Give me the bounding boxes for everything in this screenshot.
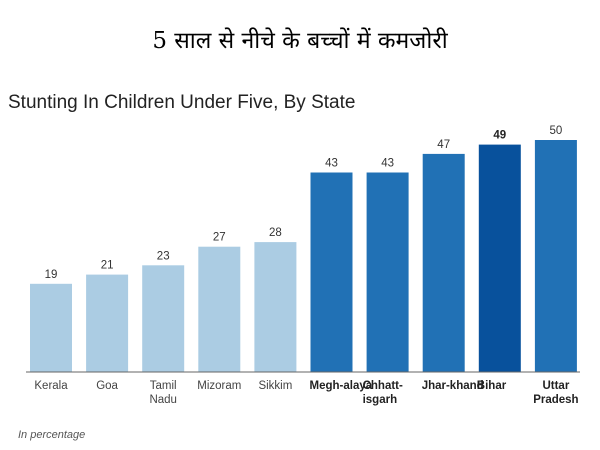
category-label-6-line-0: Chhatt-: [363, 380, 403, 392]
bar-3: [198, 246, 241, 372]
value-label-9: 50: [550, 125, 563, 137]
value-label-3: 27: [213, 232, 226, 244]
value-label-7: 47: [437, 139, 450, 151]
value-label-6: 43: [381, 158, 394, 170]
category-label-3-line-0: Mizoram: [197, 380, 241, 392]
units-note: In percentage: [18, 429, 85, 441]
bar-8: [478, 144, 521, 372]
bar-5: [310, 172, 353, 372]
category-label-2-line-1: Nadu: [149, 394, 177, 406]
bar-1: [86, 274, 129, 372]
category-label-9-line-1: Pradesh: [533, 394, 578, 406]
bar-2: [142, 265, 185, 372]
value-label-0: 19: [45, 269, 58, 281]
bar-0: [30, 283, 72, 372]
value-label-5: 43: [325, 158, 338, 170]
bars-group: [30, 140, 577, 372]
category-label-8-line-0: Bihar: [477, 380, 507, 392]
hindi-headline: 5 साल से नीचे के बच्चों में कमजोरी: [152, 27, 448, 54]
value-labels-group: 19 21 23 27 28 43 43 47 49 50: [45, 125, 563, 281]
bar-6: [366, 172, 409, 372]
value-label-1: 21: [101, 260, 114, 272]
category-label-0-line-0: Kerala: [34, 380, 68, 392]
chart-title: Stunting In Children Under Five, By Stat…: [8, 92, 355, 113]
value-label-8: 49: [493, 130, 506, 142]
value-label-4: 28: [269, 227, 282, 239]
bar-4: [254, 242, 297, 372]
category-label-6-line-1: isgarh: [363, 394, 398, 406]
bar-9: [534, 140, 577, 372]
bar-7: [422, 153, 465, 372]
category-label-4-line-0: Sikkim: [258, 380, 292, 392]
category-label-5-line-0: Megh-alaya: [310, 380, 373, 392]
category-label-2-line-0: Tamil: [150, 380, 177, 392]
category-label-9-line-0: Uttar: [542, 380, 569, 392]
category-labels-group: Kerala Goa Tamil Nadu Mizoram Sikkim Megh-alay…: [34, 380, 578, 406]
category-label-1-line-0: Goa: [96, 380, 118, 392]
category-label-7-line-0: Jhar-khand: [422, 380, 484, 392]
value-label-2: 23: [157, 250, 170, 262]
